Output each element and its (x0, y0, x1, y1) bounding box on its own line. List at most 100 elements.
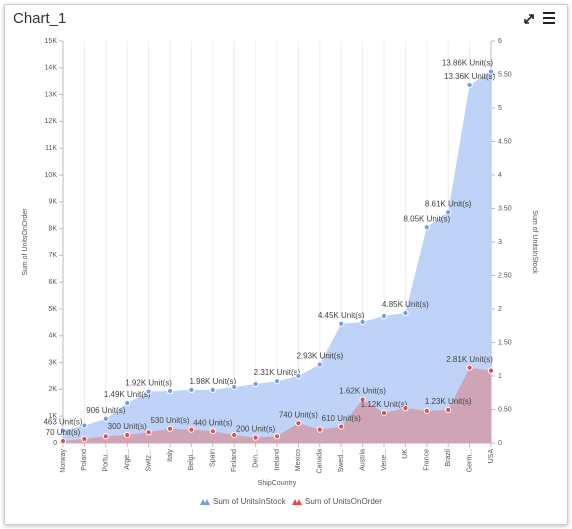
data-point (402, 309, 409, 317)
data-point (316, 426, 323, 433)
data-point (188, 386, 195, 394)
y-tick-label: 4K (48, 333, 57, 340)
data-point (231, 431, 238, 439)
data-point (81, 435, 88, 443)
x-tick-label: Norway (60, 449, 67, 473)
data-point (124, 399, 131, 407)
data-point (359, 396, 366, 403)
data-label: 1.23K Unit(s) (425, 397, 472, 406)
legend-symbol (200, 499, 210, 505)
data-point (423, 224, 430, 231)
data-point (102, 415, 109, 422)
y-tick-label: 7K (48, 252, 57, 259)
data-point (380, 312, 388, 320)
area (63, 367, 491, 443)
x-tick-label: France (424, 449, 431, 471)
data-point (59, 427, 67, 434)
data-point (445, 406, 452, 414)
data-label: 1.98K Unit(s) (189, 377, 236, 386)
y-tick-label: 14K (45, 65, 58, 72)
area (63, 71, 491, 443)
data-label: 530 Unit(s) (150, 416, 189, 425)
data-point (145, 388, 152, 395)
data-point (273, 377, 281, 385)
x-tick-label: Italy (167, 449, 174, 462)
expand-icon[interactable] (524, 14, 534, 24)
data-label: 1.49K Unit(s) (104, 390, 151, 399)
y2-tick-label: 1.50 (498, 339, 512, 346)
x-axis-title: ShipCountry (258, 480, 297, 487)
x-tick-label: Den... (252, 449, 259, 468)
x-tick-label: Spain (210, 449, 217, 467)
x-tick-label: Germ... (466, 449, 473, 472)
data-point (487, 367, 495, 374)
data-label: 200 Unit(s) (236, 425, 275, 434)
data-point (338, 320, 345, 327)
data-label: 70 Unit(s) (46, 428, 81, 437)
y2-tick-label: 3.50 (498, 205, 512, 212)
x-tick-label: Vene... (381, 449, 388, 471)
y-tick-label: 6K (48, 279, 57, 286)
data-point (380, 409, 388, 417)
y-tick-label: 5K (48, 306, 57, 313)
menu-icon[interactable] (543, 12, 555, 24)
x-tick-label: Arge... (124, 449, 131, 470)
data-label: 906 Unit(s) (86, 406, 125, 415)
y2-tick-label: 2.50 (498, 272, 512, 279)
y-tick-label: 0 (53, 440, 57, 447)
legend-label: Sum of UnitsInStock (213, 497, 286, 506)
data-point (445, 209, 452, 216)
data-label: 1.12K Unit(s) (361, 400, 408, 409)
data-point (209, 428, 216, 435)
data-label: 2.31K Unit(s) (254, 368, 301, 377)
data-point (188, 426, 195, 433)
y-tick-label: 13K (45, 91, 58, 98)
y2-tick-label: 5 (498, 105, 502, 112)
y2-tick-label: 0.50 (498, 406, 512, 413)
x-tick-label: Belgi... (188, 449, 195, 470)
data-point (124, 431, 131, 439)
data-point (295, 420, 302, 427)
y-axis-title: Sum of UnitsOnOrder (22, 208, 29, 276)
data-point (252, 434, 259, 441)
x-tick-label: Mexico (295, 449, 302, 471)
y-tick-label: 9K (48, 199, 57, 206)
chart-card: Chart_1 0 1K 2K 3K 4K 5K 6K 7K 8K 9K 10K 11K 12K 13K 1… (4, 4, 568, 525)
data-label: 440 Unit(s) (193, 418, 232, 427)
y-tick-label: 10K (45, 172, 58, 179)
y-tick-label: 3K (48, 359, 57, 366)
data-point (466, 81, 473, 89)
y2-axis-title: Sum of UnitsInStock (531, 210, 538, 274)
data-point (102, 433, 109, 440)
x-tick-label: Finland (231, 449, 238, 472)
data-label: 1.62K Unit(s) (339, 387, 386, 396)
y2-tick-label: 6 (498, 38, 502, 45)
y-tick-label: 2K (48, 386, 57, 393)
data-point (166, 387, 174, 395)
x-tick-label: Ireland (274, 449, 281, 471)
y2-tick-label: 3 (498, 239, 502, 246)
data-point (166, 425, 174, 432)
x-tick-label: USA (488, 449, 495, 464)
data-label: 8.05K Unit(s) (403, 214, 450, 223)
legend-symbol (292, 499, 302, 505)
y2-tick-label: 5.50 (498, 71, 512, 78)
data-point (466, 364, 473, 371)
plot-area: 0 1K 2K 3K 4K 5K 6K 7K 8K 9K 10K 11K 12K 13K 14K 15K 0 0.… (22, 38, 538, 487)
y-tick-label: 12K (45, 118, 58, 125)
x-tick-label: Portu... (103, 449, 110, 472)
data-point (252, 380, 259, 388)
data-label: 4.85K Unit(s) (382, 300, 429, 309)
data-point (145, 429, 152, 436)
x-tick-label: UK (402, 449, 409, 459)
data-point (273, 433, 281, 440)
legend-label: Sum of UnitsOnOrder (305, 497, 382, 506)
y2-tick-label: 4 (498, 172, 502, 179)
data-label: 13.36K Unit(s) (444, 72, 495, 81)
y-tick-label: 11K (45, 145, 57, 152)
data-point (81, 422, 88, 429)
y-tick-label: 8K (48, 225, 57, 232)
data-label: 610 Unit(s) (322, 414, 361, 423)
data-label: 300 Unit(s) (108, 422, 147, 431)
x-tick-label: Brazil (445, 449, 452, 467)
